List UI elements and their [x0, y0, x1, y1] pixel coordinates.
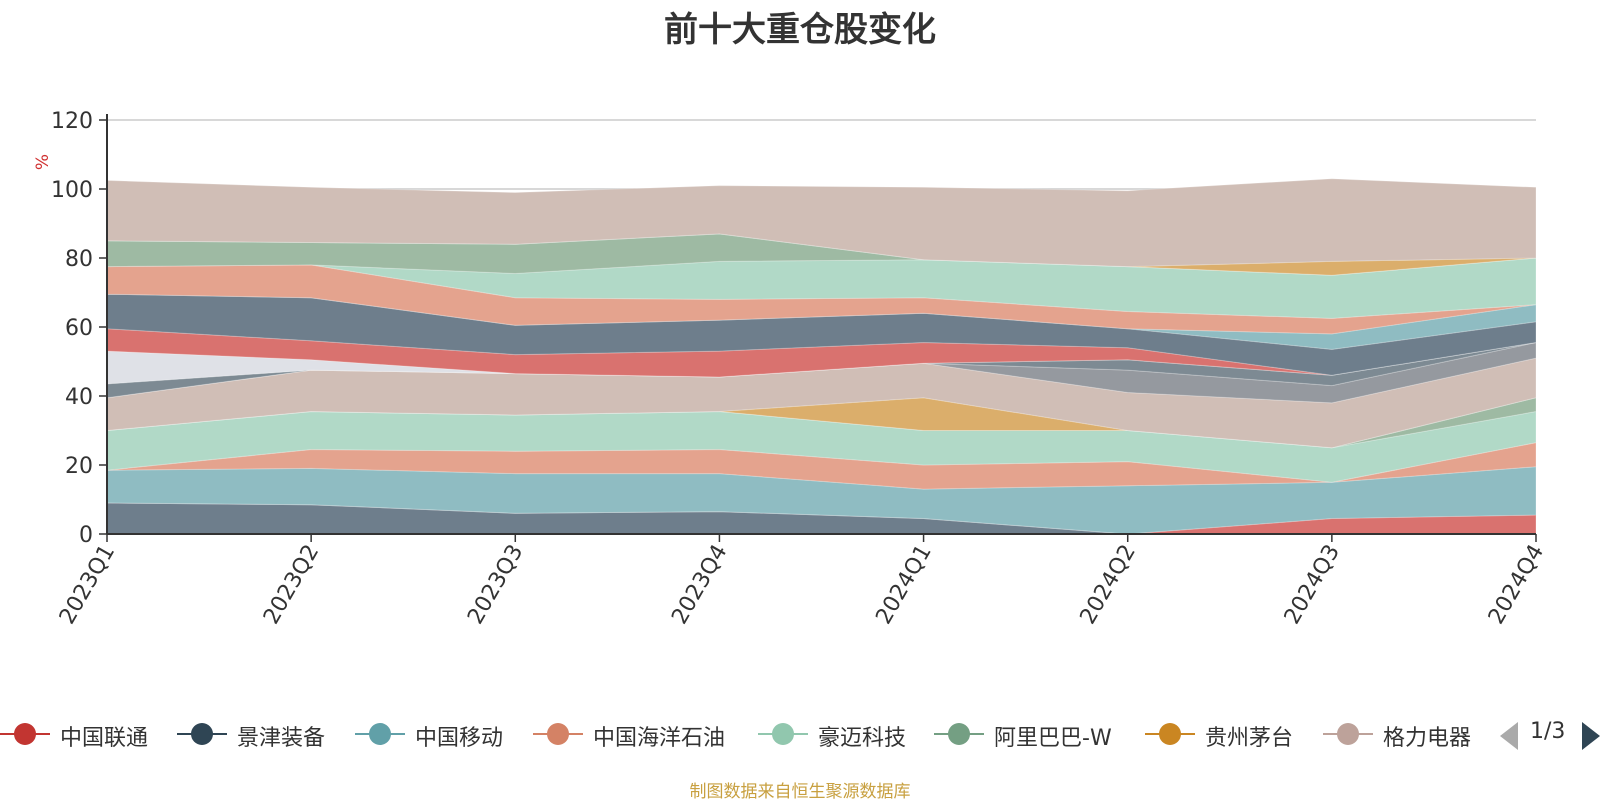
area-series-1[interactable] — [106, 502, 1537, 535]
y-tick-label: 100 — [51, 178, 93, 203]
legend-next-icon[interactable] — [1582, 722, 1600, 750]
chart-title: 前十大重仓股变化 — [664, 10, 936, 50]
legend-label: 中国海洋石油 — [593, 726, 726, 751]
area-series-13[interactable] — [106, 293, 1537, 350]
source-note: 制图数据来自恒生聚源数据库 — [689, 782, 911, 802]
y-tick-label: 60 — [65, 316, 93, 341]
area-series-12[interactable] — [106, 293, 1537, 376]
y-tick-label: 40 — [65, 385, 93, 410]
legend-label: 豪迈科技 — [818, 726, 907, 751]
area-series-15[interactable] — [106, 257, 1537, 319]
area-series-7[interactable] — [106, 357, 1537, 449]
x-tick-label: 2024Q1 — [871, 541, 936, 629]
legend-prev-icon[interactable] — [1500, 722, 1518, 750]
y-axis-unit: % — [33, 154, 53, 170]
legend-dot-icon — [547, 723, 569, 745]
legend-dot-icon — [948, 723, 970, 745]
y-tick-label: 0 — [79, 523, 93, 548]
x-tick-label: 2023Q3 — [463, 541, 528, 629]
x-tick-label: 2024Q2 — [1076, 541, 1141, 629]
y-tick-label: 80 — [65, 247, 93, 272]
legend-pager: 1/3 — [1500, 712, 1600, 756]
legend-dot-icon — [772, 723, 794, 745]
legend-label: 中国联通 — [60, 726, 149, 751]
x-tick-label: 2023Q4 — [667, 541, 732, 629]
legend-page-indicator: 1/3 — [1530, 719, 1566, 744]
chart-plot: 0 20 40 60 80 100 120 2023Q1 2023Q2 2023Q3 2023Q4 2… — [33, 109, 1549, 629]
legend-dot-icon — [1337, 723, 1359, 745]
legend-dot-icon — [1159, 723, 1181, 745]
y-tick-label: 20 — [65, 454, 93, 479]
legend-label: 阿里巴巴-W — [994, 726, 1112, 751]
y-tick-label: 120 — [51, 109, 93, 134]
legend-label: 贵州茅台 — [1205, 726, 1294, 751]
legend-dot-icon — [369, 723, 391, 745]
area-series-18[interactable] — [106, 178, 1537, 268]
x-tick-label: 2024Q4 — [1484, 541, 1549, 629]
area-layer — [106, 178, 1537, 535]
legend: 中国联通 景津装备 中国移动 中国海洋石油 豪迈科技 阿里巴巴-W 贵州茅台 格力电器 — [0, 712, 1600, 756]
legend-label: 格力电器 — [1383, 726, 1472, 751]
legend-label: 景津装备 — [237, 726, 326, 751]
legend-label: 中国移动 — [415, 726, 504, 751]
legend-dot-icon — [191, 723, 213, 745]
x-tick-label: 2024Q3 — [1280, 541, 1345, 629]
legend-dot-icon — [14, 723, 36, 745]
x-tick-label: 2023Q1 — [55, 541, 120, 629]
x-tick-label: 2023Q2 — [259, 541, 324, 629]
